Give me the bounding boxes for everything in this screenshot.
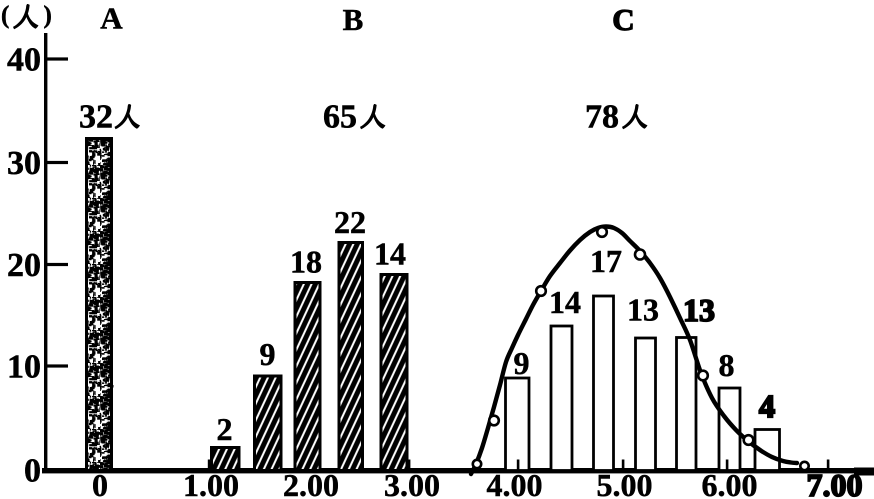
svg-text:65: 65: [323, 99, 357, 136]
svg-text:17: 17: [590, 243, 622, 279]
svg-text:78: 78: [585, 99, 619, 136]
svg-text:6.00: 6.00: [702, 467, 758, 499]
svg-text:2: 2: [217, 411, 233, 447]
svg-text:40: 40: [7, 42, 41, 79]
svg-text:9: 9: [514, 345, 530, 381]
svg-text:13: 13: [627, 292, 659, 328]
svg-text:A: A: [100, 1, 123, 36]
svg-text:10: 10: [7, 349, 41, 386]
svg-text:C: C: [612, 2, 634, 37]
svg-text:4.00: 4.00: [487, 467, 543, 499]
svg-text:9: 9: [260, 336, 276, 372]
svg-text:4: 4: [759, 388, 775, 424]
svg-text:3.00: 3.00: [384, 467, 440, 499]
svg-text:7.00: 7.00: [807, 467, 863, 499]
svg-text:2.00: 2.00: [283, 467, 339, 499]
svg-text:): ): [44, 2, 52, 29]
svg-text:18: 18: [290, 244, 322, 280]
svg-text:B: B: [343, 2, 364, 37]
svg-text:32: 32: [79, 99, 113, 136]
svg-text:(: (: [1, 2, 9, 29]
svg-text:1.00: 1.00: [183, 467, 239, 499]
svg-text:22: 22: [334, 204, 366, 240]
svg-text:14: 14: [549, 284, 581, 320]
svg-text:14: 14: [374, 236, 406, 272]
svg-text:20: 20: [7, 247, 41, 284]
svg-text:0: 0: [92, 467, 108, 499]
svg-text:30: 30: [7, 145, 41, 182]
svg-text:5.00: 5.00: [597, 467, 653, 499]
svg-text:0: 0: [24, 453, 41, 490]
svg-text:13: 13: [683, 292, 715, 328]
svg-text:8: 8: [719, 347, 735, 383]
